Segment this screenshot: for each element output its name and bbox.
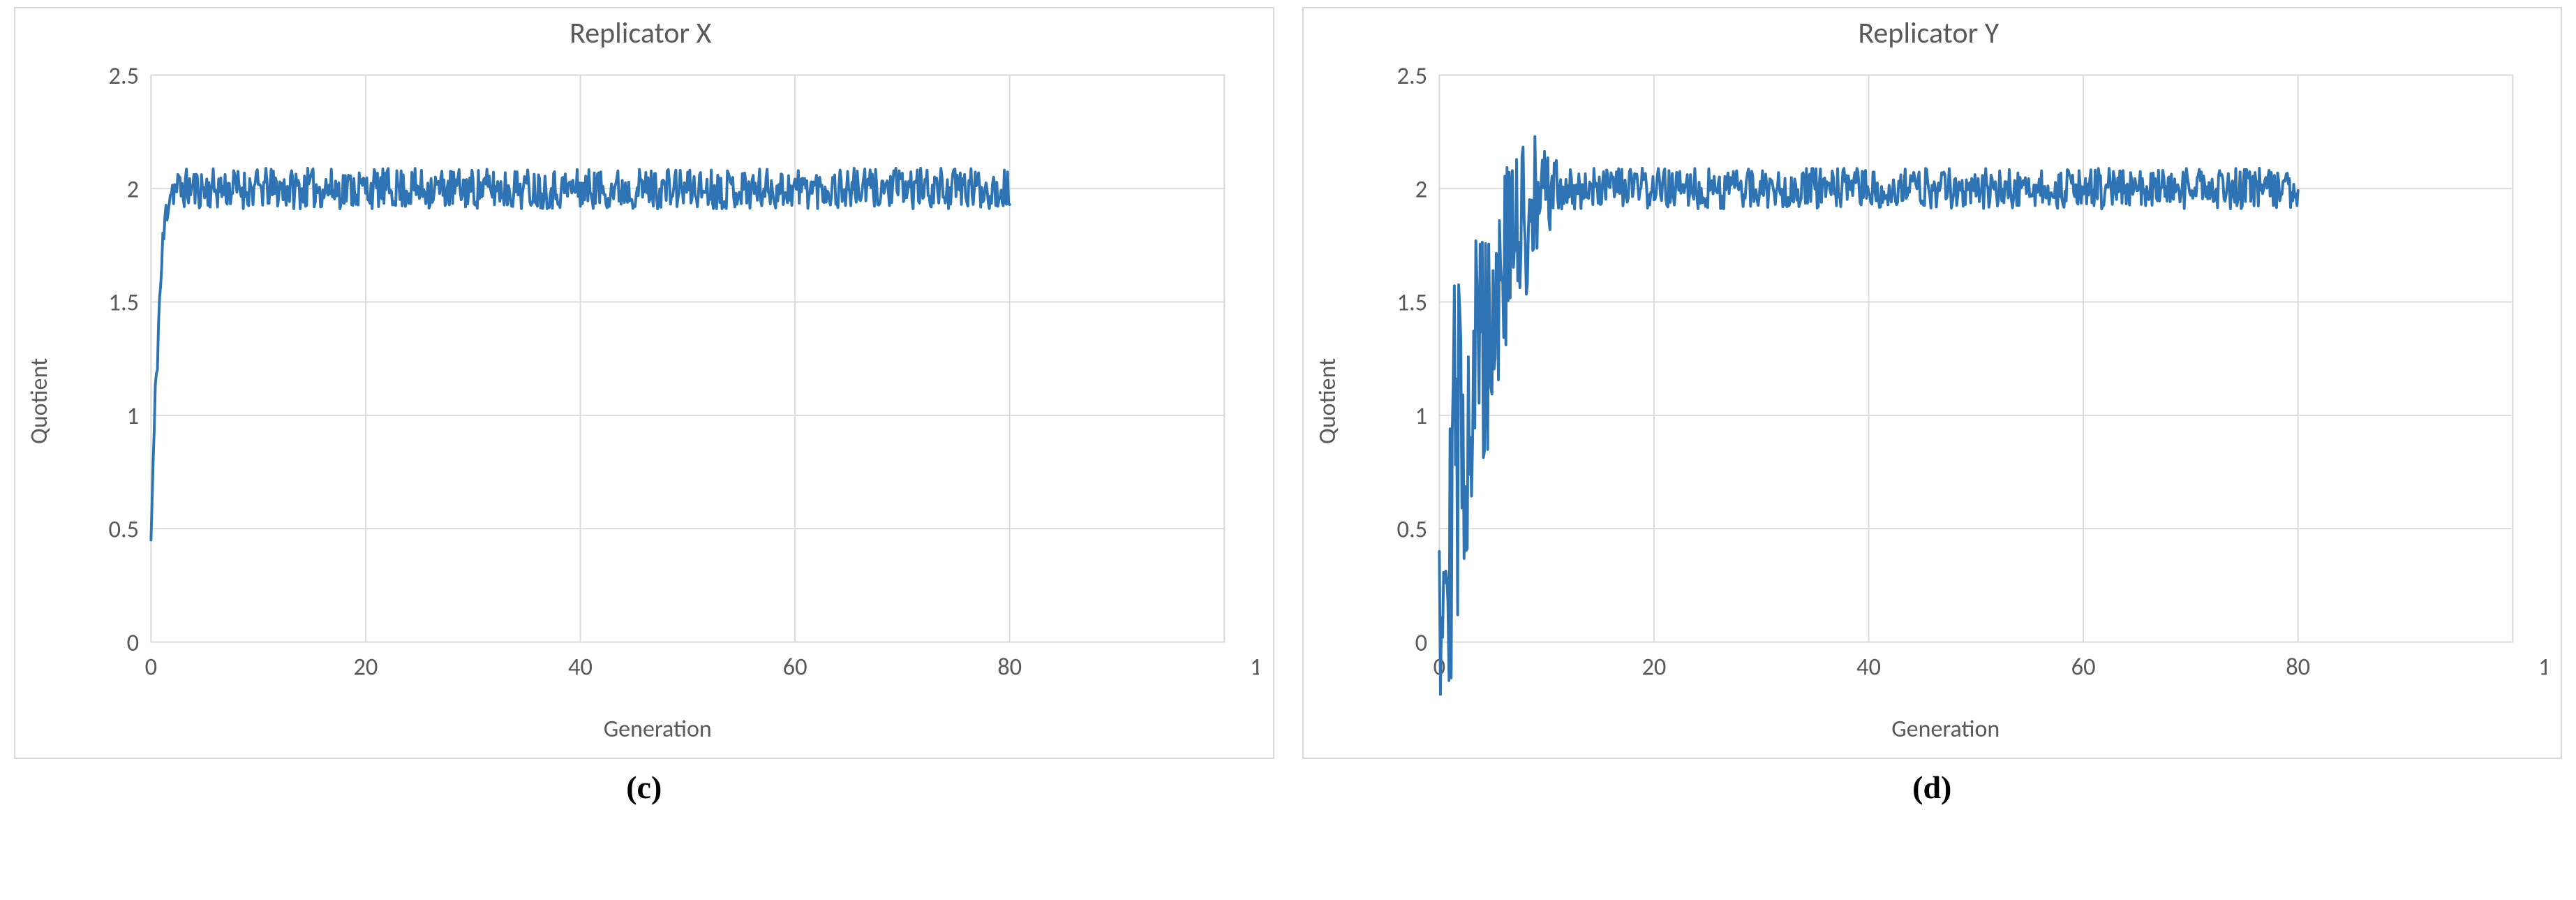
svg-text:1.5: 1.5 [109, 288, 140, 318]
svg-text:0: 0 [1415, 628, 1427, 658]
svg-text:0.5: 0.5 [109, 515, 140, 545]
svg-text:20: 20 [353, 652, 378, 681]
svg-text:10: 10 [1250, 652, 1258, 681]
x-axis-label-left: Generation [57, 715, 1259, 744]
svg-text:0: 0 [145, 652, 157, 681]
svg-text:2.5: 2.5 [1397, 61, 1427, 91]
subcaption-left: (c) [626, 769, 662, 806]
svg-text:2: 2 [1415, 175, 1427, 204]
chart-outer-left: Replicator X Quotient 0 0.5 1 1.5 2 2.5 0 20 40 6… [14, 7, 1274, 759]
svg-text:60: 60 [2071, 652, 2095, 681]
figure-row: Replicator X Quotient 00.511.522.5020406… [0, 0, 2576, 806]
chart-title-right: Replicator Y [1311, 15, 2547, 51]
plot-svg-left: 0 0.5 1 1.5 2 2.5 0 20 40 60 80 10 [57, 58, 1259, 711]
y-axis-label-left: Quotient [22, 58, 57, 744]
chart-outer-right: Replicator Y Quotient 00.511.522.5020406… [1302, 7, 2563, 759]
svg-text:0: 0 [127, 628, 139, 658]
svg-text:80: 80 [2286, 652, 2310, 681]
svg-text:10: 10 [2538, 652, 2547, 681]
chart-body-left: Quotient 0 0.5 1 1.5 2 2.5 0 20 40 60 80 10 Generat… [22, 58, 1259, 744]
plot-column-left: 0 0.5 1 1.5 2 2.5 0 20 40 60 80 10 Generation [57, 58, 1259, 744]
plot-svg-right: 00.511.522.502040608010 [1345, 58, 2547, 711]
svg-text:2.5: 2.5 [109, 61, 140, 91]
chart-body-right: Quotient 00.511.522.502040608010 Generat… [1311, 58, 2547, 744]
y-axis-label-right: Quotient [1311, 58, 1345, 744]
svg-text:1: 1 [1415, 401, 1427, 431]
svg-text:40: 40 [568, 652, 593, 681]
svg-text:40: 40 [1856, 652, 1881, 681]
x-axis-label-right: Generation [1345, 715, 2547, 744]
svg-text:1: 1 [127, 401, 139, 431]
svg-text:20: 20 [1641, 652, 1666, 681]
svg-text:60: 60 [783, 652, 807, 681]
chart-title-left: Replicator X [22, 15, 1259, 51]
svg-text:80: 80 [997, 652, 1022, 681]
plot-column-right: 00.511.522.502040608010 Generation [1345, 58, 2547, 744]
svg-text:2: 2 [127, 175, 139, 204]
panel-right: Replicator Y Quotient 00.511.522.5020406… [1288, 7, 2576, 806]
panel-left: Replicator X Quotient 0 0.5 1 1.5 2 2.5 0 20 40 6… [0, 7, 1288, 806]
svg-text:0.5: 0.5 [1397, 515, 1427, 545]
subcaption-right: (d) [1912, 769, 1951, 806]
svg-text:1.5: 1.5 [1397, 288, 1427, 318]
